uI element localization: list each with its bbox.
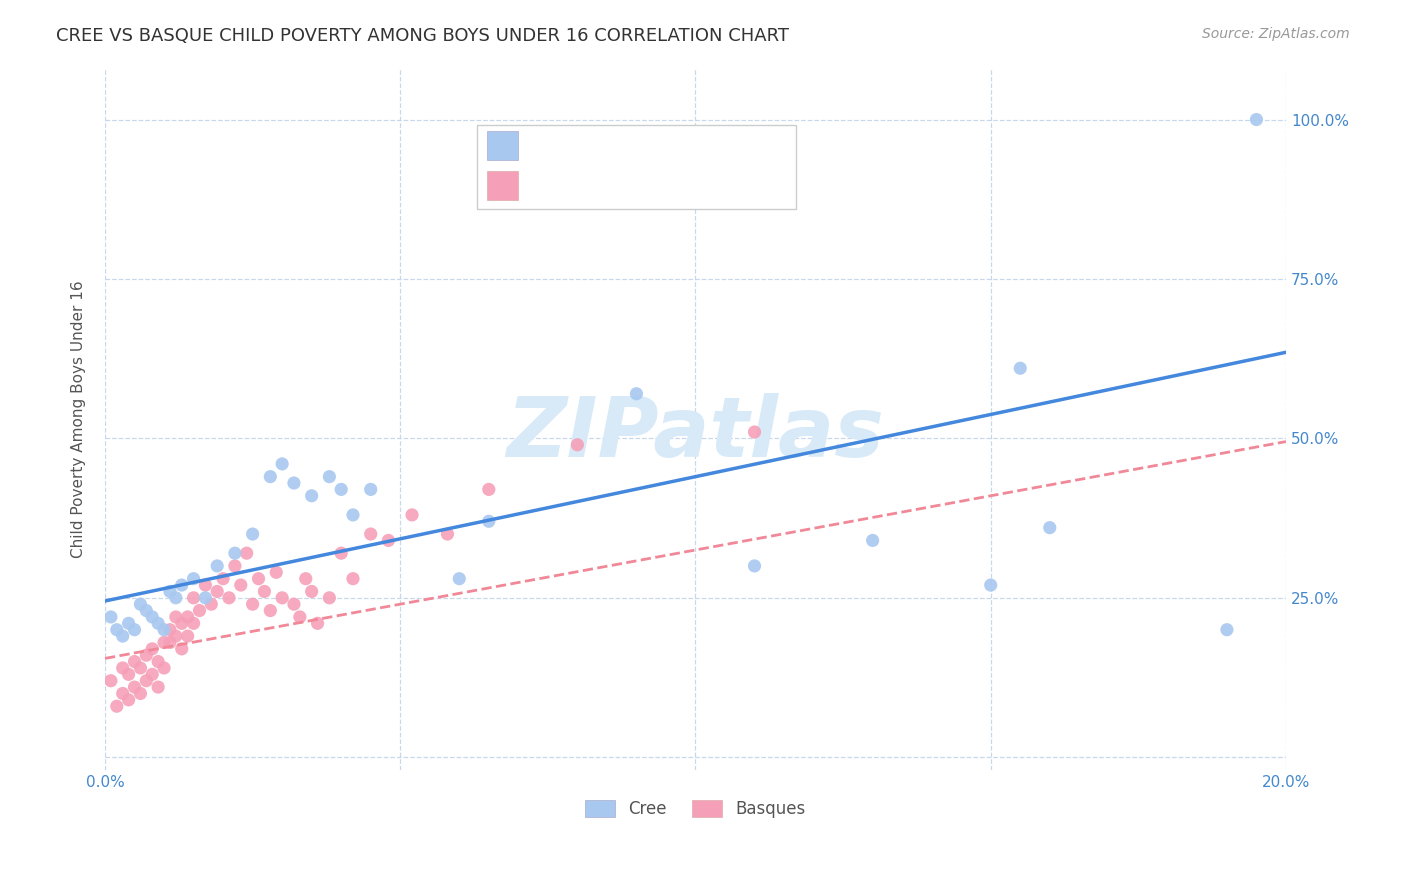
Point bbox=[111, 629, 134, 643]
Point bbox=[259, 603, 281, 617]
Point bbox=[235, 546, 257, 560]
Point bbox=[111, 686, 134, 700]
Point bbox=[1010, 361, 1032, 376]
Point bbox=[271, 457, 294, 471]
Point bbox=[105, 699, 128, 714]
Point bbox=[146, 680, 169, 694]
Point bbox=[188, 603, 211, 617]
Point bbox=[170, 578, 193, 592]
Point bbox=[449, 572, 471, 586]
Point bbox=[567, 438, 589, 452]
Point bbox=[744, 425, 766, 439]
Point bbox=[129, 661, 152, 675]
Point bbox=[124, 623, 146, 637]
Point bbox=[205, 558, 228, 573]
Point bbox=[318, 469, 340, 483]
Point bbox=[862, 533, 884, 548]
Point bbox=[301, 489, 323, 503]
Text: CREE VS BASQUE CHILD POVERTY AMONG BOYS UNDER 16 CORRELATION CHART: CREE VS BASQUE CHILD POVERTY AMONG BOYS … bbox=[56, 27, 789, 45]
Point bbox=[200, 597, 222, 611]
Point bbox=[288, 610, 311, 624]
Point bbox=[478, 483, 501, 497]
Point bbox=[117, 667, 139, 681]
Point bbox=[124, 655, 146, 669]
Point bbox=[218, 591, 240, 605]
Point bbox=[436, 527, 458, 541]
Point bbox=[170, 641, 193, 656]
Point bbox=[141, 667, 163, 681]
Text: Source: ZipAtlas.com: Source: ZipAtlas.com bbox=[1202, 27, 1350, 41]
Point bbox=[183, 616, 205, 631]
Point bbox=[626, 386, 648, 401]
Point bbox=[105, 623, 128, 637]
Point bbox=[264, 566, 287, 580]
Point bbox=[117, 616, 139, 631]
Point bbox=[135, 648, 157, 663]
Point bbox=[342, 572, 364, 586]
Legend: Cree, Basques: Cree, Basques bbox=[579, 793, 813, 825]
Point bbox=[129, 597, 152, 611]
Point bbox=[124, 680, 146, 694]
Point bbox=[111, 661, 134, 675]
Point bbox=[117, 693, 139, 707]
Point bbox=[194, 591, 217, 605]
Point bbox=[146, 655, 169, 669]
Point bbox=[283, 597, 305, 611]
Point bbox=[224, 558, 246, 573]
Point bbox=[159, 635, 181, 649]
Point bbox=[183, 591, 205, 605]
Point bbox=[159, 584, 181, 599]
Point bbox=[159, 623, 181, 637]
Point bbox=[141, 610, 163, 624]
Point bbox=[401, 508, 423, 522]
Point bbox=[330, 483, 353, 497]
Point bbox=[360, 527, 382, 541]
Point bbox=[271, 591, 294, 605]
Point bbox=[242, 597, 264, 611]
Point bbox=[153, 623, 176, 637]
Point bbox=[135, 603, 157, 617]
Point bbox=[129, 686, 152, 700]
Point bbox=[176, 610, 198, 624]
Point bbox=[360, 483, 382, 497]
Y-axis label: Child Poverty Among Boys Under 16: Child Poverty Among Boys Under 16 bbox=[72, 280, 86, 558]
Point bbox=[205, 584, 228, 599]
Point bbox=[330, 546, 353, 560]
Point bbox=[146, 616, 169, 631]
Point bbox=[165, 629, 187, 643]
Point bbox=[253, 584, 276, 599]
Point bbox=[153, 635, 176, 649]
Point bbox=[165, 591, 187, 605]
Point bbox=[100, 673, 122, 688]
Point bbox=[283, 476, 305, 491]
Point bbox=[183, 572, 205, 586]
Point bbox=[194, 578, 217, 592]
Point bbox=[170, 616, 193, 631]
Point bbox=[247, 572, 270, 586]
Point bbox=[1039, 521, 1062, 535]
Point bbox=[212, 572, 235, 586]
Point bbox=[294, 572, 316, 586]
Point bbox=[135, 673, 157, 688]
Text: ZIPatlas: ZIPatlas bbox=[506, 392, 884, 474]
Point bbox=[141, 641, 163, 656]
Point bbox=[342, 508, 364, 522]
Point bbox=[165, 610, 187, 624]
Point bbox=[1216, 623, 1239, 637]
Point bbox=[1246, 112, 1268, 127]
Point bbox=[307, 616, 329, 631]
Point bbox=[301, 584, 323, 599]
Point bbox=[980, 578, 1002, 592]
Point bbox=[478, 514, 501, 528]
Point bbox=[229, 578, 252, 592]
Point bbox=[744, 558, 766, 573]
Point bbox=[100, 610, 122, 624]
Point bbox=[318, 591, 340, 605]
Point bbox=[377, 533, 399, 548]
Point bbox=[153, 661, 176, 675]
Point bbox=[176, 629, 198, 643]
Point bbox=[224, 546, 246, 560]
Point bbox=[259, 469, 281, 483]
Point bbox=[242, 527, 264, 541]
